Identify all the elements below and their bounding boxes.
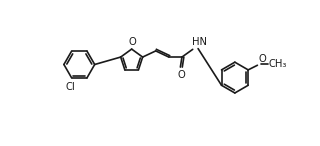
Text: O: O bbox=[177, 70, 185, 80]
Text: CH₃: CH₃ bbox=[269, 59, 287, 69]
Text: O: O bbox=[129, 37, 136, 47]
Text: HN: HN bbox=[192, 37, 207, 47]
Text: Cl: Cl bbox=[65, 82, 75, 92]
Text: O: O bbox=[258, 54, 266, 65]
